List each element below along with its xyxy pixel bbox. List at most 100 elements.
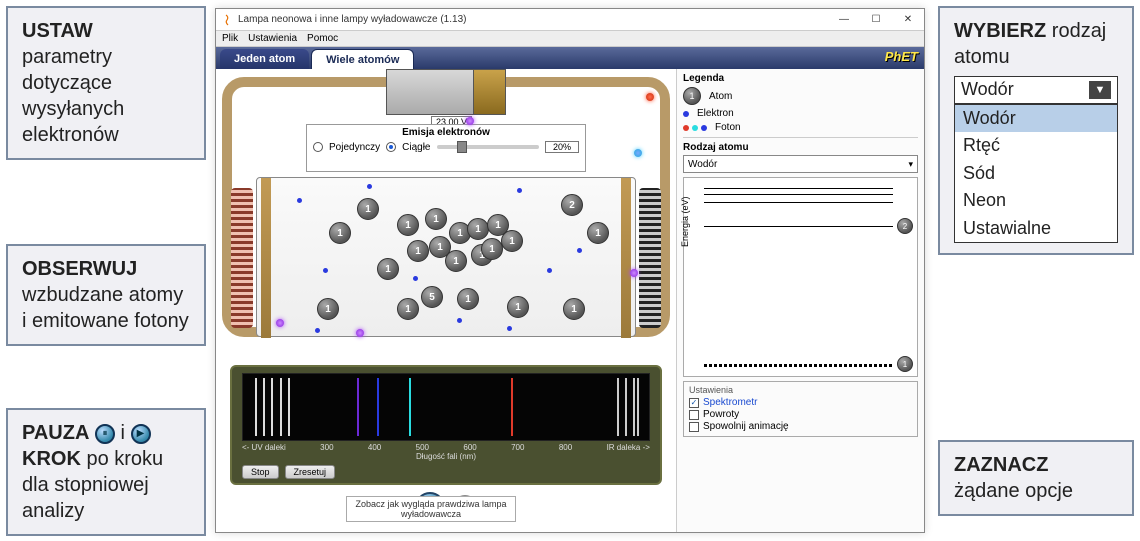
close-button[interactable]: ✕ xyxy=(892,9,924,30)
spectrum-stop-button[interactable]: Stop xyxy=(242,465,279,479)
callout-pause-strong: PAUZA xyxy=(22,422,89,444)
spectrometer: <- UV daleki 300 400 500 600 700 800 IR … xyxy=(230,365,662,485)
legend-electron-label: Elektron xyxy=(697,108,734,119)
callout-mid: i xyxy=(121,422,131,444)
opt-slow-label: Spowolnij animację xyxy=(703,421,789,432)
spectrum-line xyxy=(617,378,619,436)
callout-set-strong: USTAW xyxy=(22,20,93,42)
step-icon: ▶ xyxy=(131,424,151,444)
tab-one-atom[interactable]: Jeden atom xyxy=(220,49,309,69)
photon xyxy=(634,149,642,157)
atom-kind-combo-large[interactable]: Wodór ▼ xyxy=(954,76,1118,104)
menu-file[interactable]: Plik xyxy=(222,33,238,44)
atom-kind-combo[interactable]: Wodór ▾ xyxy=(683,155,918,173)
spectrum-line xyxy=(288,378,290,436)
menu-settings[interactable]: Ustawienia xyxy=(248,33,297,44)
legend-atom-row: 1 Atom xyxy=(683,87,918,105)
callout-set-params: USTAW parametry dotyczące wysyłanych ele… xyxy=(6,6,206,160)
energy-marker-1: 1 xyxy=(897,356,913,372)
callout-check-text: żądane opcje xyxy=(954,480,1073,502)
legend-photon-icons xyxy=(683,125,707,131)
checkbox-slow[interactable] xyxy=(689,422,699,432)
spec-right-label: IR daleka -> xyxy=(607,443,650,452)
legend-photon-label: Foton xyxy=(715,122,741,133)
spectrum-screen xyxy=(242,373,650,441)
dd-item-wodor[interactable]: Wodór xyxy=(955,105,1117,132)
photon xyxy=(646,93,654,101)
window-title: Lampa neonowa i inne lampy wyładowawcze … xyxy=(238,14,466,25)
opt-returns-label: Powroty xyxy=(703,409,739,420)
spec-left-label: <- UV daleki xyxy=(242,443,286,452)
spectrum-line xyxy=(633,378,635,436)
callout-check-options: ZAZNACZ żądane opcje xyxy=(938,440,1134,516)
checkbox-returns[interactable] xyxy=(689,410,699,420)
dd-item-sod[interactable]: Sód xyxy=(955,160,1117,187)
tick: 300 xyxy=(320,443,333,452)
settings-title: Ustawienia xyxy=(689,385,912,395)
spectrum-line xyxy=(511,378,513,436)
callout-observe-text: wzbudzane atomy i emitowane fotony xyxy=(22,284,189,332)
spectrum-ticks: <- UV daleki 300 400 500 600 700 800 IR … xyxy=(242,443,650,452)
dd-item-rtec[interactable]: Rtęć xyxy=(955,132,1117,159)
spectrum-reset-button[interactable]: Zresetuj xyxy=(285,465,336,479)
tabbar: Jeden atom Wiele atomów PhET xyxy=(216,47,924,69)
photon xyxy=(356,329,364,337)
spectrum-line xyxy=(377,378,379,436)
legend-atom-label: Atom xyxy=(709,91,732,102)
window-controls: — ☐ ✕ xyxy=(828,9,924,30)
atom-kind-selected-large: Wodór xyxy=(961,78,1014,101)
side-panel: Legenda 1 Atom Elektron Foton Rodzaj ato… xyxy=(676,69,924,532)
legend-electron-row: Elektron xyxy=(683,108,918,119)
spectrum-axis-label: Długość fali (nm) xyxy=(242,452,650,461)
menu-help[interactable]: Pomoc xyxy=(307,33,338,44)
callout-set-text: parametry dotyczące wysyłanych elektronó… xyxy=(22,46,124,146)
atom-kind-selected: Wodór xyxy=(688,159,717,170)
photon xyxy=(276,319,284,327)
atom-kind-dropdown[interactable]: Wodór Rtęć Sód Neon Ustawialne xyxy=(954,104,1118,243)
callout-pause-step: PAUZA ⏸ i ▶ KROK po kroku dla stopniowej… xyxy=(6,408,206,536)
energy-ylabel: Energia (eV) xyxy=(680,196,690,247)
callout-observe: OBSERWUJ wzbudzane atomy i emitowane fot… xyxy=(6,244,206,346)
legend-atom-icon: 1 xyxy=(683,87,701,105)
minimize-button[interactable]: — xyxy=(828,9,860,30)
app-window: Lampa neonowa i inne lampy wyładowawcze … xyxy=(215,8,925,533)
opt-slow-row[interactable]: Spowolnij animację xyxy=(689,421,912,432)
phet-logo: PhET xyxy=(885,49,918,64)
callout-choose-strong: WYBIERZ xyxy=(954,20,1046,42)
dd-item-ustawialne[interactable]: Ustawialne xyxy=(955,215,1117,242)
tick: 600 xyxy=(463,443,476,452)
chevron-down-icon: ▾ xyxy=(908,159,913,170)
play-controls: Zobacz jak wygląda prawdziwa lampa wyład… xyxy=(216,486,676,528)
photon xyxy=(466,117,474,125)
legend-electron-icon xyxy=(683,111,689,117)
spectrum-line xyxy=(409,378,411,436)
spectrum-line xyxy=(280,378,282,436)
legend-photon-row: Foton xyxy=(683,122,918,133)
maximize-button[interactable]: ☐ xyxy=(860,9,892,30)
content: 23,00 V Emisja elektronów Pojedynczy Cią… xyxy=(216,69,924,532)
chevron-down-icon: ▼ xyxy=(1089,81,1111,99)
settings-box: Ustawienia Spektrometr Powroty Spowolnij… xyxy=(683,381,918,437)
dd-item-neon[interactable]: Neon xyxy=(955,187,1117,214)
real-lamp-hint[interactable]: Zobacz jak wygląda prawdziwa lampa wyład… xyxy=(346,496,516,522)
opt-spectrometer-label: Spektrometr xyxy=(703,397,757,408)
energy-level-diagram: Energia (eV) 2 1 xyxy=(683,177,918,377)
photon xyxy=(630,269,638,277)
opt-returns-row[interactable]: Powroty xyxy=(689,409,912,420)
callout-observe-strong: OBSERWUJ xyxy=(22,258,137,280)
spectrum-line xyxy=(625,378,627,436)
tick: 500 xyxy=(416,443,429,452)
pause-icon: ⏸ xyxy=(95,424,115,444)
atom-kind-title: Rodzaj atomu xyxy=(683,142,918,153)
tick: 800 xyxy=(559,443,572,452)
callout-step-strong: KROK xyxy=(22,448,81,470)
checkbox-spectrometer[interactable] xyxy=(689,398,699,408)
energy-marker-2: 2 xyxy=(897,218,913,234)
tick: 700 xyxy=(511,443,524,452)
opt-spectrometer-row[interactable]: Spektrometr xyxy=(689,397,912,408)
callout-check-strong: ZAZNACZ xyxy=(954,454,1048,476)
spectrum-line xyxy=(271,378,273,436)
java-icon xyxy=(222,14,234,26)
separator xyxy=(683,137,918,138)
tab-many-atoms[interactable]: Wiele atomów xyxy=(311,49,414,69)
